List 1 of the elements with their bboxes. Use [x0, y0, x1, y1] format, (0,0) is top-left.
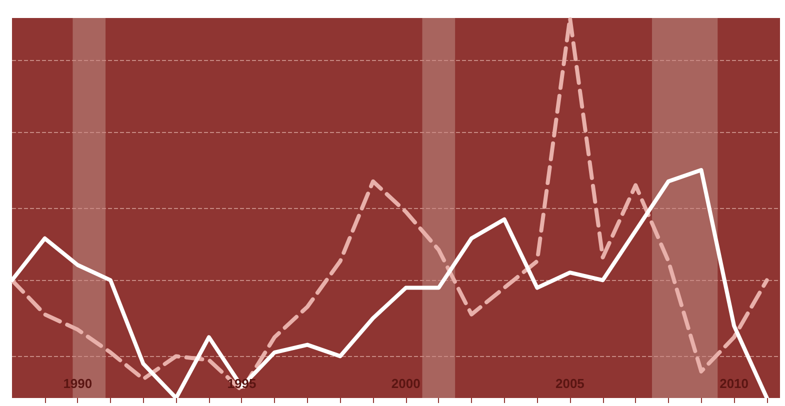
- x-tick-label: 1990: [63, 376, 92, 391]
